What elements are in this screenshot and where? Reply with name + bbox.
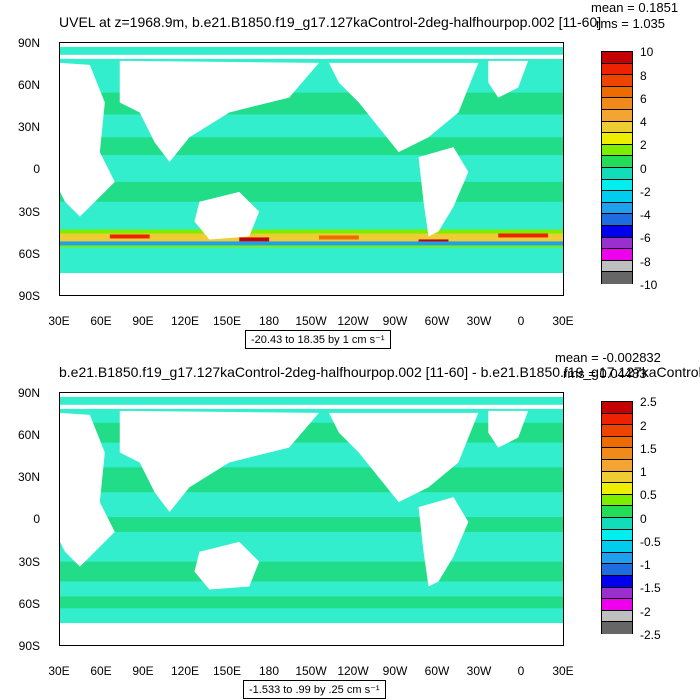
colorbar-label: 2 [640, 419, 647, 433]
lat-label: 90S [18, 639, 40, 653]
lon-label: 150W [295, 314, 327, 328]
map-field [60, 393, 563, 645]
lon-label: 180 [258, 664, 280, 678]
lon-label: 60E [90, 664, 112, 678]
lon-label: 90E [132, 664, 154, 678]
lon-label: 30E [552, 664, 574, 678]
colorbar-label: -2 [640, 185, 651, 199]
lat-label: 60S [18, 597, 40, 611]
colorbar-label: -8 [640, 255, 651, 269]
mean-value: mean = -0.002832 [555, 350, 661, 365]
lon-label: 90W [382, 314, 408, 328]
lon-label: 30E [552, 314, 574, 328]
lon-label: 120E [170, 314, 200, 328]
lon-label: 30E [48, 664, 70, 678]
lat-label: 90S [18, 289, 40, 303]
lon-label: 30W [466, 314, 492, 328]
lon-label: 90E [132, 314, 154, 328]
lon-label: 180 [258, 314, 280, 328]
colorbar-label: 6 [640, 92, 647, 106]
colorbar-label: 1 [640, 465, 647, 479]
lat-label: 60S [18, 247, 40, 261]
lat-label: 0 [33, 512, 40, 526]
lat-label: 30S [18, 205, 40, 219]
lon-label: 60W [424, 314, 450, 328]
ocean-map [59, 392, 564, 646]
lat-label: 0 [33, 162, 40, 176]
lat-label: 60N [17, 428, 40, 442]
colorbar-label: 0 [640, 512, 647, 526]
lon-label: 150W [295, 664, 327, 678]
colorbar [601, 401, 633, 634]
colorbar-label: -10 [640, 278, 658, 292]
colorbar-label: 2.5 [640, 395, 657, 409]
lon-label: 30E [48, 314, 70, 328]
colorbar-label: 0 [640, 162, 647, 176]
panel-difference: b.e21.B1850.f19_g17.127kaControl-2deg-ha… [0, 350, 700, 700]
mean-value: mean = 0.1851 [591, 0, 679, 15]
colorbar-label: -4 [640, 208, 651, 222]
colorbar [601, 51, 633, 284]
map-title: b.e21.B1850.f19_g17.127kaControl-2deg-ha… [59, 364, 700, 380]
lon-label: 120W [337, 664, 369, 678]
lat-label: 30S [18, 555, 40, 569]
ocean-map [59, 42, 564, 296]
colorbar-label: 4 [640, 115, 647, 129]
contour-range-box: -1.533 to .99 by .25 cm s⁻¹ [243, 680, 386, 699]
lat-label: 30N [17, 470, 40, 484]
rms-value: rms = 0.04483 [563, 366, 647, 381]
map-title: UVEL at z=1968.9m, b.e21.B1850.f19_g17.1… [59, 14, 602, 30]
colorbar-label: -1.5 [640, 581, 661, 595]
contour-range-box: -20.43 to 18.35 by 1 cm s⁻¹ [245, 330, 391, 349]
lat-label: 60N [17, 78, 40, 92]
colorbar-label: -6 [640, 231, 651, 245]
map-field [60, 43, 563, 295]
lon-label: 60E [90, 314, 112, 328]
colorbar-label: -0.5 [640, 535, 661, 549]
colorbar-label: 10 [640, 45, 654, 59]
colorbar-label: -2.5 [640, 628, 661, 642]
colorbar-label: 2 [640, 138, 647, 152]
lon-label: 0 [517, 314, 525, 328]
lon-label: 150E [212, 314, 242, 328]
lon-label: 30W [466, 664, 492, 678]
lon-label: 120W [337, 314, 369, 328]
lon-label: 90W [382, 664, 408, 678]
lat-label: 90N [17, 386, 40, 400]
lon-label: 150E [212, 664, 242, 678]
rms-value: rms = 1.035 [596, 16, 666, 31]
lat-label: 90N [17, 36, 40, 50]
colorbar-label: -2 [640, 605, 651, 619]
colorbar-label: -1 [640, 558, 651, 572]
lat-label: 30N [17, 120, 40, 134]
colorbar-label: 1.5 [640, 442, 657, 456]
colorbar-label: 8 [640, 69, 647, 83]
lon-label: 0 [517, 664, 525, 678]
lon-label: 120E [170, 664, 200, 678]
panel-uvel: UVEL at z=1968.9m, b.e21.B1850.f19_g17.1… [17, 0, 679, 349]
colorbar-label: 0.5 [640, 488, 657, 502]
lon-label: 60W [424, 664, 450, 678]
